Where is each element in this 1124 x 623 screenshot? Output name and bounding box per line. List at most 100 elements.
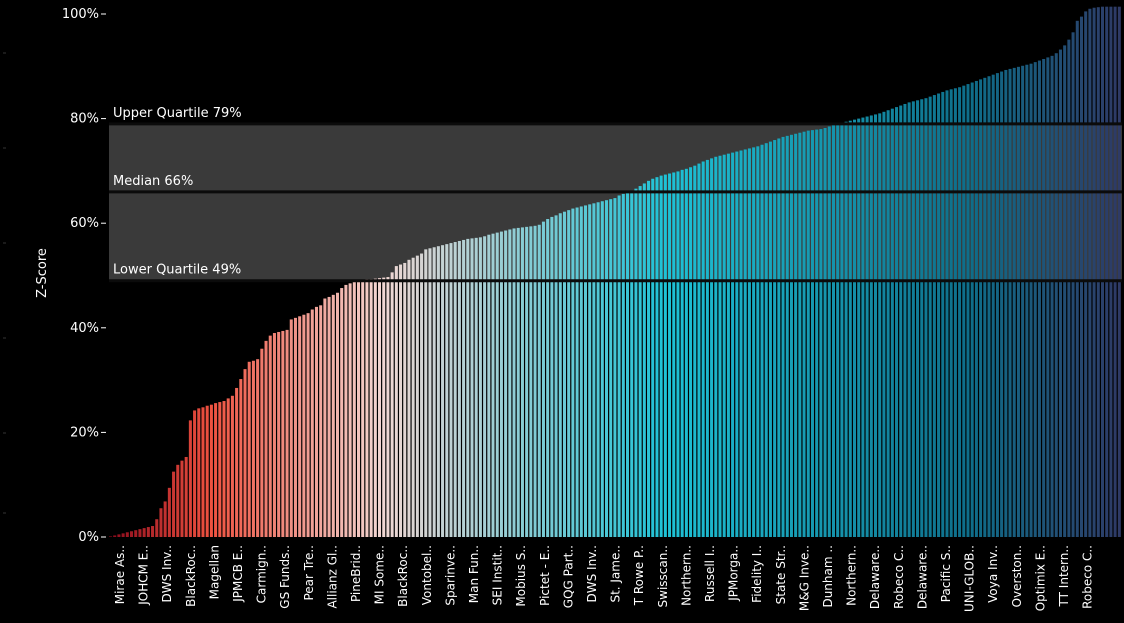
bar: [134, 530, 138, 537]
bar: [516, 227, 520, 537]
bar: [928, 96, 932, 537]
bar: [840, 122, 844, 537]
bar: [1100, 6, 1105, 538]
bar: [680, 169, 684, 537]
bar: [432, 247, 436, 537]
x-tick-label: Overston..: [1010, 545, 1024, 607]
bar: [1113, 6, 1117, 538]
bar: [970, 82, 974, 537]
bar: [600, 201, 604, 538]
bar: [878, 113, 882, 538]
bar: [449, 243, 453, 537]
bar: [146, 527, 150, 537]
bar: [537, 224, 541, 537]
bar: [911, 101, 915, 537]
bar: [306, 313, 310, 537]
bar: [806, 130, 810, 537]
x-tick-label: Delaware..: [915, 545, 929, 609]
bar: [579, 206, 583, 537]
bar: [588, 204, 592, 537]
bar: [924, 98, 928, 537]
bar: [693, 165, 697, 538]
bar: [172, 471, 176, 538]
x-tick-label: DWS Inv..: [585, 545, 599, 602]
bar: [504, 230, 508, 537]
bar: [1029, 63, 1033, 537]
bar: [386, 277, 390, 537]
bar: [277, 331, 281, 537]
x-tick-label: PineBrid..: [349, 545, 363, 602]
bar: [478, 237, 482, 537]
x-tick-label: GQG Part..: [561, 545, 575, 608]
x-tick-label: Pear Tre..: [302, 545, 316, 601]
bar: [1008, 68, 1012, 537]
bar: [562, 211, 566, 537]
bar: [184, 456, 188, 537]
bar: [621, 193, 625, 537]
bar: [567, 210, 571, 538]
bar: [403, 262, 407, 537]
y-tick-label: 20%: [70, 425, 99, 440]
bar: [230, 395, 234, 537]
bar: [920, 99, 924, 537]
x-tick-label: Man Fun..: [467, 545, 481, 603]
y-tick-label: 0%: [78, 530, 99, 545]
bar: [272, 333, 276, 537]
bar: [125, 532, 129, 537]
bar: [1054, 53, 1058, 537]
x-tick-label: Russell I..: [703, 545, 717, 602]
bar: [260, 348, 264, 537]
x-tick-label: T Rowe P..: [632, 545, 646, 606]
bar: [1012, 67, 1016, 538]
bar: [1058, 49, 1062, 538]
bar: [138, 529, 142, 537]
bar: [533, 225, 537, 537]
reference-lines-layer: Upper Quartile 79% Median 66% Lower Quarti…: [109, 106, 1122, 283]
bar: [991, 74, 995, 538]
bar: [827, 126, 831, 537]
bar: [424, 249, 428, 537]
bar: [655, 177, 659, 537]
bar: [962, 85, 966, 538]
bar: [886, 110, 890, 537]
bar: [798, 132, 802, 537]
bar: [865, 116, 869, 537]
bar: [180, 460, 184, 537]
bar: [869, 115, 873, 538]
bar: [1004, 69, 1008, 538]
y-tick-label: 100%: [62, 7, 99, 22]
bar: [731, 152, 735, 537]
bar: [794, 133, 798, 537]
bar: [289, 319, 293, 537]
bar: [726, 153, 730, 537]
bar: [348, 283, 352, 537]
bar: [457, 240, 461, 538]
y-tick-label: 80%: [70, 112, 99, 127]
bar: [285, 329, 289, 537]
bar: [1037, 60, 1041, 538]
x-tick-label: JOHCM E..: [137, 545, 151, 606]
bar: [638, 186, 642, 537]
x-tick-label: Allianz Gl..: [325, 545, 339, 609]
bar: [264, 340, 268, 538]
bar: [613, 198, 617, 537]
bar: [176, 464, 180, 537]
bar: [874, 114, 878, 538]
bar: [634, 188, 638, 537]
bars-layer: [109, 6, 1121, 538]
bar: [508, 229, 512, 538]
bar: [747, 148, 751, 537]
x-tick-label: Northern..: [679, 545, 693, 606]
bar: [836, 123, 840, 537]
x-tick-label: Vontobel..: [420, 545, 434, 605]
bar: [987, 76, 991, 538]
bar: [958, 87, 962, 537]
bar: [983, 77, 987, 537]
x-tick-label: MI Some..: [373, 545, 387, 604]
bar: [890, 108, 894, 537]
bar: [319, 305, 323, 537]
bar: [815, 129, 819, 537]
bar: [1084, 11, 1088, 537]
bar: [903, 103, 907, 538]
